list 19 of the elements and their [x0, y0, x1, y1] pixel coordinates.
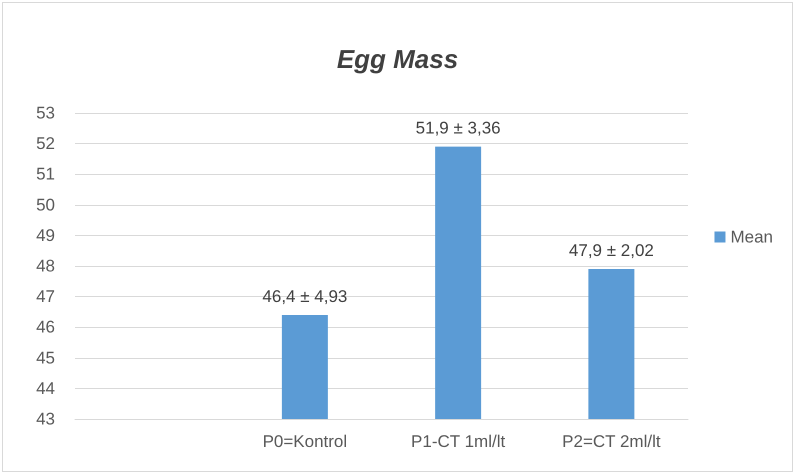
- x-tick-label: P1-CT 1ml/lt: [411, 432, 506, 451]
- legend-label: Mean: [730, 228, 774, 246]
- y-tick-label: 45: [36, 348, 55, 368]
- x-tick-label: P2=CT 2ml/lt: [562, 432, 661, 451]
- y-tick-label: 47: [36, 287, 55, 306]
- y-tick-label: 48: [36, 256, 55, 276]
- data-label: 51,9 ± 3,36: [416, 118, 501, 138]
- x-tick-label: P0=Kontrol: [262, 432, 348, 451]
- y-tick-label: 50: [36, 195, 55, 214]
- y-tick-label: 52: [36, 134, 55, 154]
- y-tick-label: 44: [36, 378, 55, 398]
- data-label: 46,4 ± 4,93: [262, 286, 348, 306]
- chart-title: Egg Mass: [336, 44, 458, 74]
- y-tick-label: 46: [36, 318, 55, 337]
- y-tick-label: 51: [36, 164, 55, 184]
- y-tick-label: 49: [36, 226, 55, 245]
- y-tick-label: 53: [36, 104, 55, 122]
- y-tick-label: 43: [36, 410, 55, 428]
- data-label: 47,9 ± 2,02: [568, 241, 654, 260]
